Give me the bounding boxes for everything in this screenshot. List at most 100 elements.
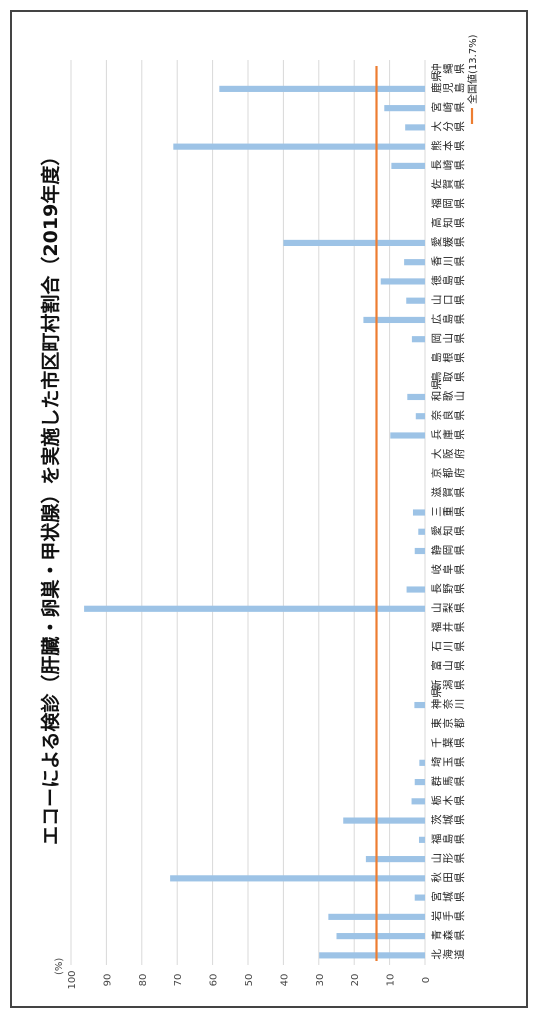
- svg-text:広: 広: [430, 314, 443, 325]
- svg-text:県: 県: [454, 583, 466, 594]
- svg-text:県: 県: [454, 352, 466, 363]
- svg-text:児: 児: [443, 82, 455, 93]
- svg-text:庫: 庫: [442, 429, 455, 440]
- category-label: 岐阜県: [430, 564, 466, 575]
- bar: [391, 162, 425, 169]
- svg-text:県: 県: [454, 679, 466, 690]
- chart-title: エコーによる検診（肝臓・卵巣・甲状腺）を実施した市区町村割合（2019年度）: [39, 147, 62, 845]
- svg-text:県: 県: [454, 159, 466, 170]
- svg-text:県: 県: [454, 236, 466, 247]
- category-label: 茨城県: [430, 814, 466, 825]
- svg-text:川: 川: [454, 699, 466, 710]
- svg-text:県: 県: [454, 929, 466, 940]
- svg-text:富: 富: [430, 660, 443, 671]
- tick-label: 50: [244, 974, 255, 987]
- svg-text:京: 京: [430, 468, 443, 479]
- bar: [414, 701, 425, 709]
- svg-text:県: 県: [454, 891, 466, 902]
- svg-text:県: 県: [454, 178, 466, 189]
- svg-text:県: 県: [454, 852, 466, 863]
- svg-text:川: 川: [443, 641, 455, 652]
- bar: [390, 432, 425, 439]
- svg-text:阜: 阜: [442, 564, 455, 575]
- svg-text:分: 分: [443, 121, 455, 132]
- category-label: 埼玉県: [430, 756, 466, 767]
- bar: [173, 143, 425, 150]
- svg-text:福: 福: [430, 834, 443, 845]
- svg-text:岡: 岡: [443, 545, 455, 556]
- svg-text:県: 県: [454, 198, 466, 209]
- category-label: 福島県: [430, 833, 466, 844]
- svg-text:県: 県: [454, 660, 466, 671]
- svg-text:都: 都: [443, 467, 455, 478]
- category-label: 神奈川県: [430, 687, 466, 710]
- legend-label: 全国値(13.7%): [466, 34, 479, 104]
- category-label: 宮崎県: [430, 101, 466, 112]
- category-label: 兵庫県: [430, 429, 466, 440]
- category-label: 北海道: [431, 949, 466, 960]
- category-label: 富山県: [430, 660, 466, 671]
- category-label: 高知県: [430, 217, 466, 228]
- category-label: 滋賀県: [430, 486, 466, 497]
- category-label: 山口県: [431, 294, 466, 305]
- svg-text:形: 形: [443, 852, 455, 863]
- svg-text:玉: 玉: [443, 757, 455, 768]
- svg-text:青: 青: [430, 930, 443, 941]
- svg-text:兵: 兵: [430, 429, 443, 440]
- svg-text:縄: 縄: [442, 63, 455, 74]
- svg-text:県: 県: [454, 140, 466, 151]
- svg-text:栃: 栃: [430, 795, 443, 806]
- svg-text:県: 県: [454, 121, 466, 132]
- category-label: 千葉県: [431, 737, 466, 748]
- category-label: 広島県: [430, 313, 466, 324]
- tick-label: 20: [350, 974, 361, 987]
- y-axis-label: (%): [54, 958, 65, 975]
- svg-text:賀: 賀: [443, 487, 455, 498]
- svg-text:奈: 奈: [430, 409, 443, 420]
- bar: [343, 817, 425, 824]
- svg-text:島: 島: [442, 275, 455, 286]
- svg-text:高: 高: [430, 217, 443, 228]
- category-label: 福岡県: [430, 198, 466, 209]
- category-label: 山形県: [431, 852, 466, 863]
- svg-text:和: 和: [431, 391, 443, 402]
- category-label: 大阪府: [430, 448, 466, 459]
- category-label: 静岡県: [430, 544, 466, 555]
- svg-text:県: 県: [454, 275, 466, 286]
- bar: [418, 528, 425, 535]
- tick-label: 70: [173, 974, 184, 987]
- category-label: 宮城県: [430, 891, 466, 902]
- svg-text:東: 東: [430, 718, 443, 729]
- svg-text:重: 重: [442, 506, 455, 517]
- svg-text:城: 城: [443, 814, 455, 825]
- svg-text:県: 県: [454, 506, 466, 517]
- tick-label: 0: [421, 977, 432, 983]
- svg-text:府: 府: [453, 448, 466, 459]
- tick-label: 90: [102, 974, 113, 987]
- svg-text:石: 石: [431, 641, 443, 652]
- category-label: 徳島県: [430, 275, 466, 286]
- bar: [406, 586, 425, 593]
- svg-text:都: 都: [454, 718, 466, 729]
- svg-text:山: 山: [431, 603, 443, 614]
- category-label: 山梨県: [431, 602, 466, 613]
- bar: [363, 316, 425, 324]
- svg-text:県: 県: [454, 641, 466, 652]
- svg-text:歌: 歌: [442, 390, 455, 401]
- svg-text:宮: 宮: [430, 102, 443, 113]
- svg-text:良: 良: [442, 410, 455, 421]
- svg-text:井: 井: [442, 622, 455, 633]
- svg-text:県: 県: [454, 486, 466, 497]
- svg-text:県: 県: [431, 687, 443, 698]
- svg-text:県: 県: [454, 371, 466, 382]
- svg-text:島: 島: [442, 314, 455, 325]
- svg-text:潟: 潟: [442, 680, 455, 691]
- svg-text:島: 島: [453, 83, 466, 94]
- svg-text:本: 本: [442, 140, 455, 151]
- svg-text:県: 県: [454, 602, 466, 613]
- svg-text:県: 県: [454, 621, 466, 632]
- svg-text:県: 県: [454, 255, 466, 266]
- category-label: 京都府: [430, 467, 466, 478]
- grid-layer: [70, 60, 426, 965]
